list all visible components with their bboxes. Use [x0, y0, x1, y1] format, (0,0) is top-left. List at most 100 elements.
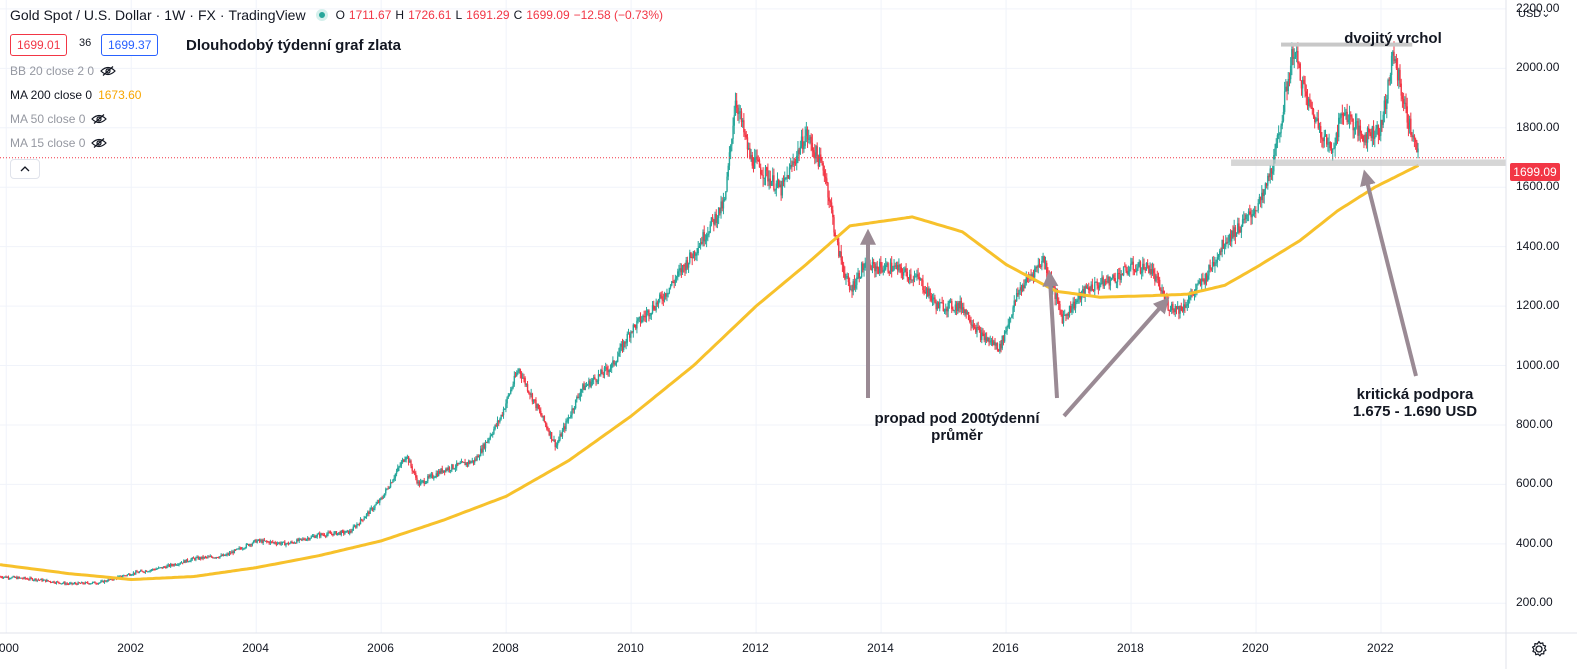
- candle-body: [654, 309, 656, 311]
- candle-body: [81, 582, 83, 584]
- candle-body: [72, 583, 75, 585]
- candle-body: [1414, 139, 1417, 142]
- candle-body: [215, 557, 218, 559]
- candle-body: [818, 154, 821, 167]
- candle-body: [892, 269, 894, 272]
- candle-body: [120, 575, 123, 578]
- market-status-icon[interactable]: [315, 9, 328, 21]
- candle-body: [112, 579, 114, 581]
- candle-body: [131, 574, 133, 576]
- candle-body: [231, 551, 233, 554]
- candle-body: [1074, 302, 1077, 309]
- candle-body: [1132, 261, 1134, 270]
- y-tick-label: 2000.00: [1516, 60, 1560, 75]
- eye-hidden-icon[interactable]: [100, 66, 116, 76]
- candle-body: [905, 268, 907, 272]
- candle-body: [157, 567, 160, 569]
- candle-body: [714, 213, 716, 225]
- symbol-header: Gold Spot / U.S. Dollar · 1W · FX · Trad…: [10, 7, 663, 23]
- candle-body: [631, 331, 633, 333]
- candle-body: [1362, 135, 1364, 142]
- candle-body: [790, 164, 792, 168]
- candle-body: [316, 534, 318, 537]
- candle-body: [820, 154, 822, 161]
- candle-body: [927, 288, 929, 297]
- candle-body: [988, 337, 990, 343]
- candle-body: [132, 572, 135, 575]
- last-price-tag: 1699.09: [1510, 163, 1560, 181]
- candle-body: [776, 179, 779, 184]
- candle-body: [321, 533, 323, 535]
- symbol-name[interactable]: Gold Spot / U.S. Dollar: [10, 7, 152, 23]
- indicator-ma15[interactable]: MA 15 close 0: [10, 136, 108, 150]
- candle-body: [983, 333, 985, 341]
- buy-button[interactable]: 1699.37: [101, 34, 159, 56]
- candle-body: [278, 542, 280, 544]
- collapse-legend-button[interactable]: [10, 159, 40, 179]
- candle-body: [1160, 289, 1162, 292]
- candle-body: [1228, 234, 1231, 242]
- candle-body: [470, 461, 472, 464]
- candle-body: [174, 563, 177, 566]
- candle-body: [377, 501, 380, 503]
- candle-body: [638, 316, 641, 319]
- open-value: 1711.67: [348, 8, 392, 22]
- candle-body: [929, 288, 931, 296]
- candle-body: [1384, 100, 1387, 110]
- candle-body: [315, 536, 317, 538]
- interval[interactable]: 1W: [164, 7, 186, 23]
- candle-body: [636, 320, 638, 329]
- currency-selector[interactable]: USD⌄: [1518, 8, 1551, 20]
- candle-body: [467, 461, 470, 465]
- candle-body: [290, 541, 292, 544]
- candle-body: [659, 294, 661, 300]
- candle-body: [1360, 133, 1363, 136]
- candle-body: [142, 571, 144, 573]
- candle-body: [665, 293, 667, 297]
- indicator-ma50[interactable]: MA 50 close 0: [10, 112, 108, 126]
- candle-body: [965, 309, 967, 315]
- candle-body: [699, 242, 702, 247]
- gear-icon[interactable]: [1530, 640, 1548, 658]
- candle-body: [226, 553, 228, 555]
- candle-body: [320, 533, 322, 537]
- candle-body: [73, 583, 76, 585]
- candle-body: [618, 352, 620, 357]
- indicator-ma200[interactable]: MA 200 close 0 1673.60: [10, 88, 141, 102]
- candle-body: [439, 470, 441, 474]
- candle-body: [12, 576, 14, 578]
- candle-body: [299, 538, 302, 540]
- candle-body: [1158, 279, 1161, 290]
- candle-body: [1378, 135, 1381, 137]
- candle-body: [297, 539, 299, 541]
- candle-body: [787, 175, 790, 179]
- candle-body: [245, 544, 248, 548]
- candle-body: [1396, 68, 1399, 81]
- eye-hidden-icon[interactable]: [91, 114, 108, 124]
- candle-body: [1018, 290, 1020, 295]
- candle-body: [1024, 283, 1026, 289]
- eye-hidden-icon[interactable]: [91, 138, 108, 148]
- x-tick-label: 2010: [617, 641, 644, 655]
- sell-button[interactable]: 1699.01: [10, 34, 68, 56]
- candle-body: [421, 480, 423, 482]
- candle-body: [1287, 78, 1289, 91]
- candle-body: [793, 161, 796, 163]
- candle-body: [1328, 141, 1330, 144]
- candle-body: [1354, 121, 1357, 129]
- candle-body: [445, 468, 447, 473]
- candle-body: [1042, 256, 1044, 261]
- candle-body: [613, 360, 615, 365]
- candle-body: [1222, 240, 1225, 249]
- candle-body: [1282, 111, 1285, 121]
- candle-body: [1163, 294, 1166, 299]
- candle-body: [514, 375, 517, 377]
- candle-body: [105, 580, 107, 582]
- candle-body: [363, 518, 365, 521]
- candle-body: [981, 332, 983, 341]
- candle-body: [78, 582, 81, 584]
- indicator-bb[interactable]: BB 20 close 2 0: [10, 64, 116, 78]
- candle-body: [71, 582, 73, 584]
- candle-body: [895, 265, 898, 267]
